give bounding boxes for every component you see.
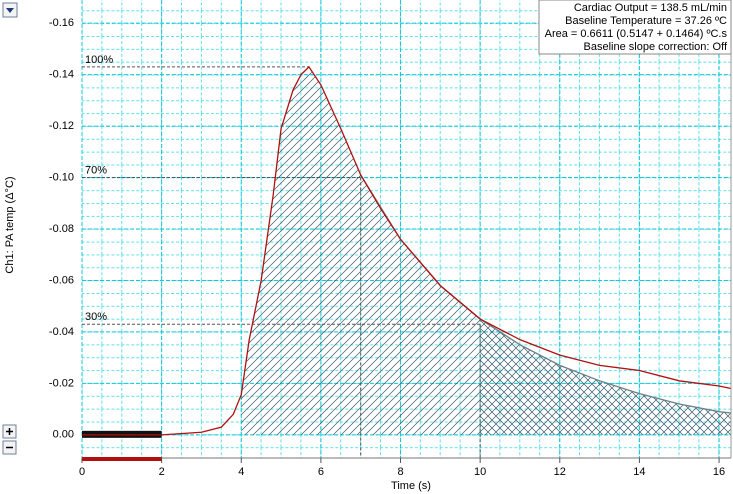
x-tick-label: 12 (554, 466, 566, 478)
x-tick-label: 2 (159, 466, 165, 478)
level-label: 100% (85, 54, 113, 66)
y-tick-label: 0.00 (53, 429, 74, 441)
level-label: 30% (85, 311, 107, 323)
info-line: Baseline Temperature = 37.26 ºC (565, 15, 727, 27)
info-line: Area = 0.6611 (0.5147 + 0.1464) ºC.s (545, 28, 728, 40)
x-tick-label: 14 (633, 466, 645, 478)
y-axis-label: Ch1: PA temp (Δ°C) (4, 176, 16, 273)
y-tick-label: -0.12 (49, 120, 74, 132)
y-tick-label: -0.14 (49, 69, 74, 81)
level-label: 70% (85, 164, 107, 176)
y-tick-label: -0.04 (49, 326, 74, 338)
x-tick-label: 6 (318, 466, 324, 478)
x-tick-label: 4 (238, 466, 244, 478)
baseline-selector (82, 457, 162, 461)
y-tick-label: -0.08 (49, 223, 74, 235)
info-line: Baseline slope correction: Off (584, 41, 728, 53)
zoom-in-button[interactable] (2, 424, 17, 439)
plot-layer: 100% 70% 30% (81, 0, 732, 458)
x-tick-label: 16 (713, 466, 725, 478)
info-line: Cardiac Output = 138.5 mL/min (574, 2, 727, 14)
area-fill (480, 319, 731, 435)
y-tick-label: -0.16 (49, 17, 74, 29)
info-box: Cardiac Output = 138.5 mL/min Baseline T… (538, 0, 732, 55)
zoom-out-button[interactable] (2, 440, 17, 455)
y-tick-label: -0.10 (49, 171, 74, 183)
y-tick-label: -0.02 (49, 377, 74, 389)
x-tick-label: 8 (397, 466, 403, 478)
y-tick-label: -0.06 (49, 274, 74, 286)
area-fill (241, 66, 481, 435)
series-line (82, 65, 732, 436)
x-tick-label: 10 (474, 466, 486, 478)
x-tick-label: 0 (79, 466, 85, 478)
dropdown-button[interactable] (2, 2, 18, 18)
x-axis-label: Time (s) (391, 480, 431, 492)
